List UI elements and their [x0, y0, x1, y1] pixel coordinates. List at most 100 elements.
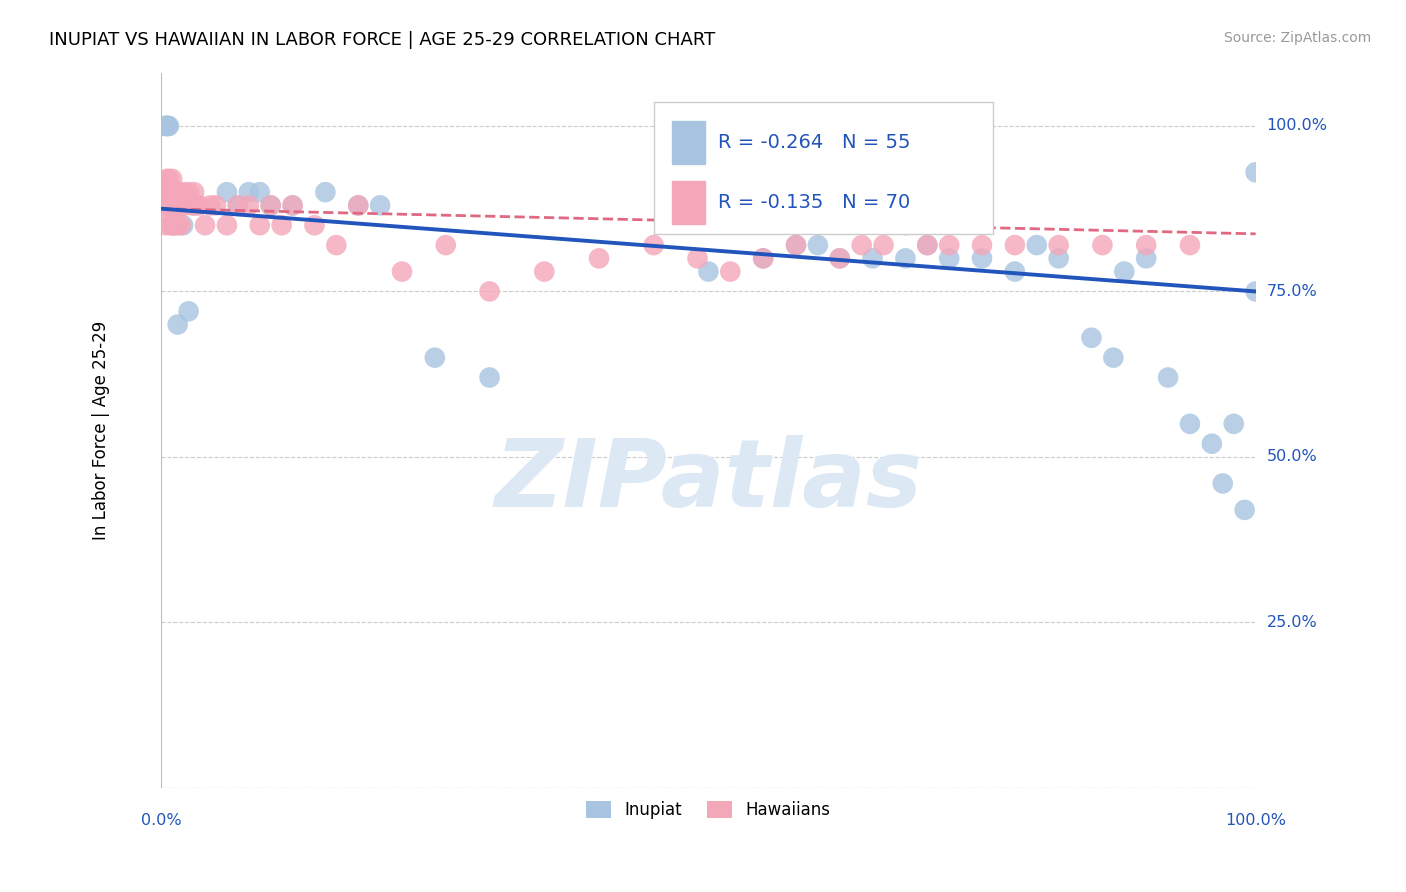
- Point: [260, 198, 283, 212]
- Point: [270, 219, 292, 233]
- Point: [156, 185, 179, 199]
- Point: [177, 185, 200, 199]
- Point: [588, 252, 610, 266]
- Point: [170, 219, 193, 233]
- Point: [162, 219, 184, 233]
- Point: [1025, 238, 1047, 252]
- Point: [785, 238, 807, 252]
- Point: [162, 219, 184, 233]
- Point: [166, 185, 188, 199]
- Point: [1004, 238, 1026, 252]
- Point: [1178, 417, 1201, 431]
- Point: [1047, 252, 1070, 266]
- Point: [249, 219, 271, 233]
- Point: [167, 185, 190, 199]
- Point: [160, 172, 183, 186]
- Point: [155, 219, 177, 233]
- Point: [157, 198, 180, 212]
- Point: [1114, 264, 1136, 278]
- Text: 25.0%: 25.0%: [1267, 615, 1317, 630]
- Point: [872, 238, 894, 252]
- Point: [153, 198, 176, 212]
- Point: [160, 198, 183, 212]
- Point: [391, 264, 413, 278]
- FancyBboxPatch shape: [654, 102, 993, 234]
- Text: Source: ZipAtlas.com: Source: ZipAtlas.com: [1223, 31, 1371, 45]
- Point: [260, 198, 283, 212]
- Text: 75.0%: 75.0%: [1267, 284, 1317, 299]
- Point: [163, 219, 186, 233]
- Point: [862, 252, 884, 266]
- Text: INUPIAT VS HAWAIIAN IN LABOR FORCE | AGE 25-29 CORRELATION CHART: INUPIAT VS HAWAIIAN IN LABOR FORCE | AGE…: [49, 31, 716, 49]
- Point: [807, 238, 830, 252]
- Point: [160, 185, 183, 199]
- Point: [1135, 252, 1157, 266]
- Point: [157, 119, 180, 133]
- Point: [172, 185, 194, 199]
- Point: [160, 198, 183, 212]
- Point: [1047, 238, 1070, 252]
- Point: [157, 185, 180, 199]
- Point: [1201, 436, 1223, 450]
- Point: [157, 172, 180, 186]
- Point: [169, 198, 191, 212]
- Text: 50.0%: 50.0%: [1267, 450, 1317, 465]
- Point: [718, 264, 741, 278]
- Point: [643, 238, 665, 252]
- Point: [1102, 351, 1125, 365]
- Point: [163, 198, 186, 212]
- Point: [1004, 264, 1026, 278]
- Point: [894, 252, 917, 266]
- Point: [160, 198, 183, 212]
- Point: [186, 198, 208, 212]
- Point: [183, 198, 205, 212]
- Point: [347, 198, 370, 212]
- Point: [828, 252, 851, 266]
- Text: R = -0.135   N = 70: R = -0.135 N = 70: [718, 194, 911, 212]
- Point: [156, 119, 179, 133]
- Text: 0.0%: 0.0%: [141, 813, 181, 828]
- Point: [156, 198, 179, 212]
- Point: [167, 198, 190, 212]
- Point: [194, 219, 217, 233]
- Point: [314, 185, 336, 199]
- Point: [894, 219, 917, 233]
- Point: [752, 252, 775, 266]
- Point: [238, 185, 260, 199]
- Point: [156, 119, 179, 133]
- Point: [170, 198, 193, 212]
- Point: [1091, 238, 1114, 252]
- Point: [1212, 476, 1234, 491]
- Point: [1178, 238, 1201, 252]
- Point: [172, 219, 194, 233]
- Point: [325, 238, 347, 252]
- Point: [1233, 503, 1256, 517]
- Point: [1080, 331, 1102, 345]
- Point: [166, 219, 188, 233]
- Point: [368, 198, 391, 212]
- Point: [163, 185, 186, 199]
- Point: [238, 198, 260, 212]
- Point: [156, 198, 179, 212]
- Point: [188, 198, 211, 212]
- Point: [434, 238, 457, 252]
- Point: [165, 185, 187, 199]
- Point: [166, 318, 188, 332]
- Point: [183, 185, 205, 199]
- Point: [215, 185, 238, 199]
- Point: [177, 304, 200, 318]
- Point: [160, 185, 183, 199]
- Point: [162, 185, 184, 199]
- Point: [156, 185, 179, 199]
- Text: In Labor Force | Age 25-29: In Labor Force | Age 25-29: [91, 321, 110, 540]
- Point: [226, 198, 249, 212]
- Point: [166, 198, 188, 212]
- Point: [828, 252, 851, 266]
- Point: [1157, 370, 1180, 384]
- Point: [1135, 238, 1157, 252]
- Point: [281, 198, 304, 212]
- Point: [152, 185, 174, 199]
- Bar: [672, 121, 706, 164]
- Text: ZIPatlas: ZIPatlas: [495, 434, 922, 526]
- Bar: [672, 181, 706, 224]
